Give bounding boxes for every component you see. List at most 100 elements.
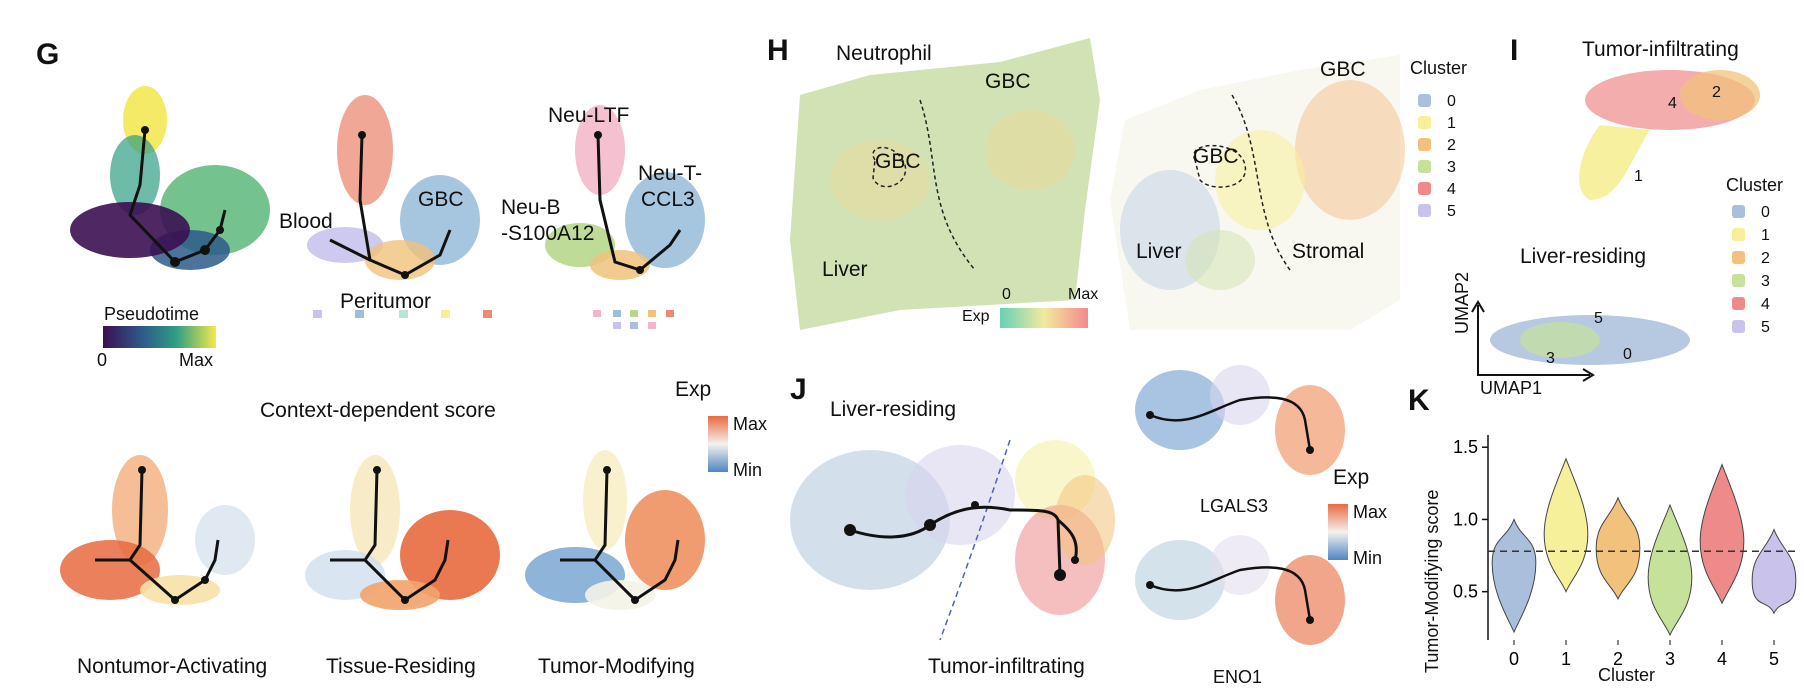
- label-neu-ltf: Neu-LTF: [548, 104, 630, 127]
- exp-max-h: Max: [1068, 286, 1099, 303]
- panel-label-i: I: [1510, 34, 1519, 67]
- label-s100a12: -S100A12: [501, 222, 595, 245]
- umap-score-tissue: [305, 455, 500, 610]
- violin-cluster-3: [1647, 503, 1693, 637]
- exp-title-j: Exp: [1333, 466, 1370, 489]
- label-gbc-h1: GBC: [985, 70, 1031, 93]
- label-gbc-g: GBC: [418, 188, 464, 211]
- chart-ylabel: Tumor-Modifying score: [1422, 489, 1442, 673]
- exp-title-g: Exp: [675, 378, 712, 401]
- exp-min-h: 0: [1002, 286, 1011, 303]
- umap-score-nontumor: [60, 455, 255, 605]
- pseudotime-title: Pseudotime: [104, 304, 200, 324]
- trajectory-liver-tumor: [790, 439, 1115, 641]
- cluster-legend-title-h: Cluster: [1410, 58, 1468, 78]
- panel-label-h: H: [767, 34, 789, 67]
- x-tick-label: 5: [1769, 649, 1779, 669]
- label-stromal: Stromal: [1292, 240, 1365, 263]
- umap-score-tumor: [525, 450, 705, 610]
- x-tick-label: 4: [1717, 649, 1727, 669]
- label-neutrophil: Neutrophil: [836, 42, 932, 65]
- legend-swatch: [1732, 274, 1745, 287]
- label-gbc-h3: GBC: [1320, 58, 1366, 81]
- legend-i-4: 4: [1732, 296, 1770, 314]
- exp-max-j: Max: [1353, 502, 1388, 522]
- chart-xlabel: Cluster: [1598, 665, 1656, 685]
- exp-min-g: Min: [733, 460, 763, 480]
- legend-i-5: 5: [1732, 319, 1770, 337]
- exp-max-g: Max: [733, 414, 768, 434]
- legend-swatch: [1418, 138, 1431, 151]
- legend-h-2: 2: [1418, 137, 1456, 155]
- exp-title-h: Exp: [962, 308, 990, 325]
- point-label-1: 1: [1634, 168, 1643, 185]
- point-label-2: 2: [1712, 84, 1721, 101]
- legend-swatch: [1418, 204, 1431, 217]
- legend-swatch: [1418, 94, 1431, 107]
- violin-cluster-2: [1595, 496, 1641, 601]
- umap-tissue: [307, 95, 492, 318]
- title-liver-residing-i: Liver-residing: [1520, 245, 1647, 268]
- spatial-expression-map: [790, 38, 1100, 330]
- pseudotime-max: Max: [179, 350, 214, 370]
- label-neu-b: Neu-B: [501, 196, 561, 219]
- title-liver-residing-j: Liver-residing: [830, 398, 957, 421]
- label-peritumor: Peritumor: [340, 290, 432, 313]
- point-label-5: 5: [1594, 310, 1603, 327]
- y-tick-label: 1.0: [1453, 509, 1478, 529]
- point-label-3: 3: [1546, 350, 1555, 367]
- label-liver-h1: Liver: [822, 258, 868, 281]
- y-tick-label: 1.5: [1453, 437, 1478, 457]
- x-tick-label: 1: [1561, 649, 1571, 669]
- legend-i-0: 0: [1732, 204, 1770, 222]
- exp-colorbar-j: [1328, 504, 1348, 560]
- context-score-title: Context-dependent score: [260, 399, 496, 422]
- violin-cluster-5: [1751, 528, 1797, 615]
- x-tick-label: 3: [1665, 649, 1675, 669]
- x-tick-label: 0: [1509, 649, 1519, 669]
- violin-cluster-4: [1699, 463, 1745, 605]
- pseudotime-min: 0: [97, 350, 108, 370]
- violin-cluster-0: [1491, 518, 1537, 634]
- cluster-legend-title-i: Cluster: [1726, 175, 1784, 195]
- panel-label-j: J: [790, 373, 807, 406]
- legend-swatch: [1418, 116, 1431, 129]
- gene-label-eno1: ENO1: [1213, 667, 1263, 687]
- score-label-tumor: Tumor-Modifying: [538, 655, 695, 678]
- legend-swatch: [1732, 228, 1745, 241]
- spatial-cluster-map: [1110, 55, 1405, 330]
- legend-swatch: [1732, 205, 1745, 218]
- legend-h-0: 0: [1418, 93, 1456, 111]
- label-gbc-h2: GBC: [875, 150, 921, 173]
- axis-umap1: UMAP1: [1480, 378, 1543, 398]
- trajectory-eno1: [1135, 535, 1345, 645]
- legend-swatch: [1732, 251, 1745, 264]
- legend-h-5: 5: [1418, 203, 1456, 221]
- label-gbc-h4: GBC: [1193, 145, 1239, 168]
- point-label-0: 0: [1623, 346, 1632, 363]
- exp-colorbar-g: [708, 416, 728, 472]
- label-blood: Blood: [279, 210, 333, 233]
- umap-subtypes: [545, 105, 705, 329]
- title-tumor-infiltrating-i: Tumor-infiltrating: [1582, 38, 1739, 61]
- trajectory-lgals3: [1135, 365, 1345, 475]
- panel-label-k: K: [1408, 384, 1430, 417]
- legend-swatch: [1732, 320, 1745, 333]
- legend-i-3: 3: [1732, 273, 1770, 291]
- umap-liver-residing-clusters: [1471, 300, 1690, 382]
- label-ccl3: CCL3: [641, 188, 695, 211]
- legend-swatch: [1732, 297, 1745, 310]
- gene-label-lgals3: LGALS3: [1200, 496, 1269, 516]
- legend-i-1: 1: [1732, 227, 1770, 245]
- y-tick-label: 0.5: [1453, 582, 1478, 602]
- score-label-tissue: Tissue-Residing: [326, 655, 476, 678]
- legend-h-1: 1: [1418, 115, 1456, 133]
- label-liver-h2: Liver: [1136, 240, 1182, 263]
- exp-min-j: Min: [1353, 548, 1383, 568]
- violin-cluster-1: [1543, 457, 1589, 593]
- legend-h-3: 3: [1418, 159, 1456, 177]
- legend-h-4: 4: [1418, 181, 1456, 199]
- legend-swatch: [1418, 182, 1431, 195]
